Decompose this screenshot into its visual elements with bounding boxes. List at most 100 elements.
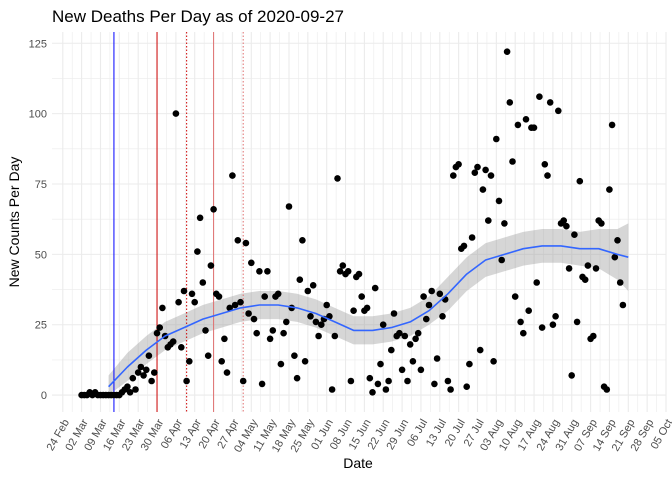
data-point — [223, 369, 231, 376]
smooth-line — [108, 245, 629, 388]
data-point — [242, 239, 250, 247]
data-point — [291, 352, 298, 360]
data-point — [479, 186, 487, 193]
data-point — [234, 237, 242, 244]
data-point — [590, 332, 597, 340]
data-point — [552, 313, 559, 320]
data-point — [563, 222, 570, 230]
data-point — [186, 358, 193, 365]
data-point — [482, 166, 489, 174]
data-point — [331, 332, 339, 340]
data-point — [431, 380, 438, 388]
data-point — [581, 276, 589, 284]
data-point — [439, 313, 446, 320]
chart-title: New Deaths Per Day as of 2020-09-27 — [52, 7, 344, 26]
data-point — [388, 346, 395, 354]
data-point — [460, 242, 468, 250]
data-point — [611, 253, 619, 261]
data-point — [584, 262, 592, 269]
data-point — [156, 324, 163, 331]
data-point — [145, 352, 153, 360]
data-point — [538, 324, 546, 331]
data-point — [525, 307, 532, 315]
data-point — [423, 315, 430, 323]
reference-lines — [113, 32, 244, 412]
data-point — [379, 321, 387, 329]
data-point — [188, 290, 196, 298]
data-point — [266, 335, 274, 343]
data-point — [544, 172, 551, 179]
data-point — [178, 344, 185, 351]
data-point — [202, 327, 209, 334]
data-point — [598, 220, 605, 227]
data-point — [495, 197, 503, 205]
smooth-trend — [108, 245, 629, 388]
data-point — [530, 124, 538, 131]
data-point — [283, 318, 290, 326]
data-point — [350, 307, 357, 315]
data-point — [159, 304, 166, 312]
data-point — [151, 369, 158, 376]
data-point — [490, 358, 497, 365]
data-point — [606, 186, 613, 193]
data-point — [315, 332, 322, 340]
data-point — [256, 268, 263, 275]
data-point — [132, 386, 139, 393]
data-point — [239, 377, 247, 385]
data-point — [412, 335, 419, 343]
data-point — [514, 121, 522, 129]
data-point — [153, 329, 161, 337]
data-point — [398, 366, 406, 374]
data-point — [382, 386, 390, 393]
data-point — [293, 374, 301, 382]
data-point — [608, 121, 616, 129]
data-point — [474, 163, 481, 171]
data-point — [385, 377, 392, 385]
data-point — [471, 169, 479, 176]
data-point — [414, 329, 422, 337]
data-point — [363, 304, 371, 312]
data-point — [396, 329, 403, 337]
data-point — [245, 310, 252, 317]
data-point — [517, 318, 524, 326]
data-point — [274, 290, 282, 298]
data-point — [248, 259, 255, 267]
data-point — [619, 301, 627, 309]
data-point — [560, 217, 567, 224]
data-point — [344, 268, 352, 275]
data-point — [406, 341, 414, 348]
data-point — [312, 318, 320, 326]
data-point — [318, 321, 325, 329]
data-point — [511, 293, 519, 300]
data-point — [207, 262, 215, 269]
data-point — [261, 293, 269, 300]
data-point — [568, 372, 575, 379]
data-point — [401, 332, 409, 340]
data-point — [436, 290, 444, 298]
data-point — [377, 360, 384, 368]
data-point — [172, 110, 180, 117]
y-tick-label: 125 — [29, 38, 47, 50]
data-point — [334, 175, 341, 182]
y-tick-labels: 0 25 50 75 100 125 — [29, 38, 47, 402]
data-point — [355, 270, 363, 278]
data-point — [134, 369, 142, 376]
data-point — [455, 161, 462, 168]
data-point — [522, 116, 530, 123]
data-point — [468, 234, 476, 241]
data-point — [253, 329, 260, 337]
data-point — [417, 366, 425, 374]
data-point — [433, 355, 441, 362]
data-point — [487, 172, 495, 179]
y-tick-label: 75 — [35, 179, 47, 191]
data-point — [221, 335, 228, 343]
data-point — [336, 268, 344, 275]
data-point — [536, 93, 543, 100]
confidence-band-area — [108, 223, 629, 396]
data-point — [493, 135, 500, 143]
data-point — [565, 265, 573, 272]
x-axis-label: Date — [343, 455, 373, 471]
data-point — [129, 374, 137, 382]
